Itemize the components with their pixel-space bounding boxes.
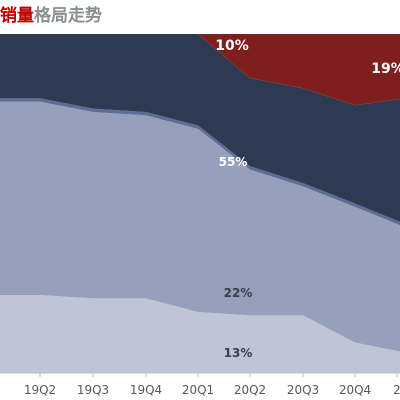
data-label-series-1: 13% <box>224 346 253 360</box>
chart-title-rest: 格局走势 <box>34 6 102 26</box>
x-tick-label-6: 20Q3 <box>287 383 319 397</box>
data-label-series-4: 55% <box>219 155 248 169</box>
area-series-1 <box>0 295 400 373</box>
x-tick-label-3: 19Q4 <box>130 383 162 397</box>
x-tick-label-5: 20Q2 <box>234 383 266 397</box>
x-tick-label-1: 19Q2 <box>24 383 56 397</box>
area-series-5 <box>0 34 400 106</box>
x-tick-label-4: 20Q1 <box>182 383 214 397</box>
data-label-series-2: 22% <box>224 286 253 300</box>
data-label-series-5-a: 10% <box>215 38 249 54</box>
chart-title: 销量格局走势 <box>0 2 102 30</box>
data-label-series-5-b: 19% <box>371 61 400 77</box>
area-series-2 <box>0 101 400 352</box>
x-tick-label-2: 19Q3 <box>77 383 109 397</box>
chart-title-highlight: 销量 <box>0 6 34 26</box>
x-tick-label-7: 20Q4 <box>339 383 371 397</box>
x-tick-label-8: 2 <box>393 383 400 397</box>
area-series-4 <box>0 34 400 222</box>
